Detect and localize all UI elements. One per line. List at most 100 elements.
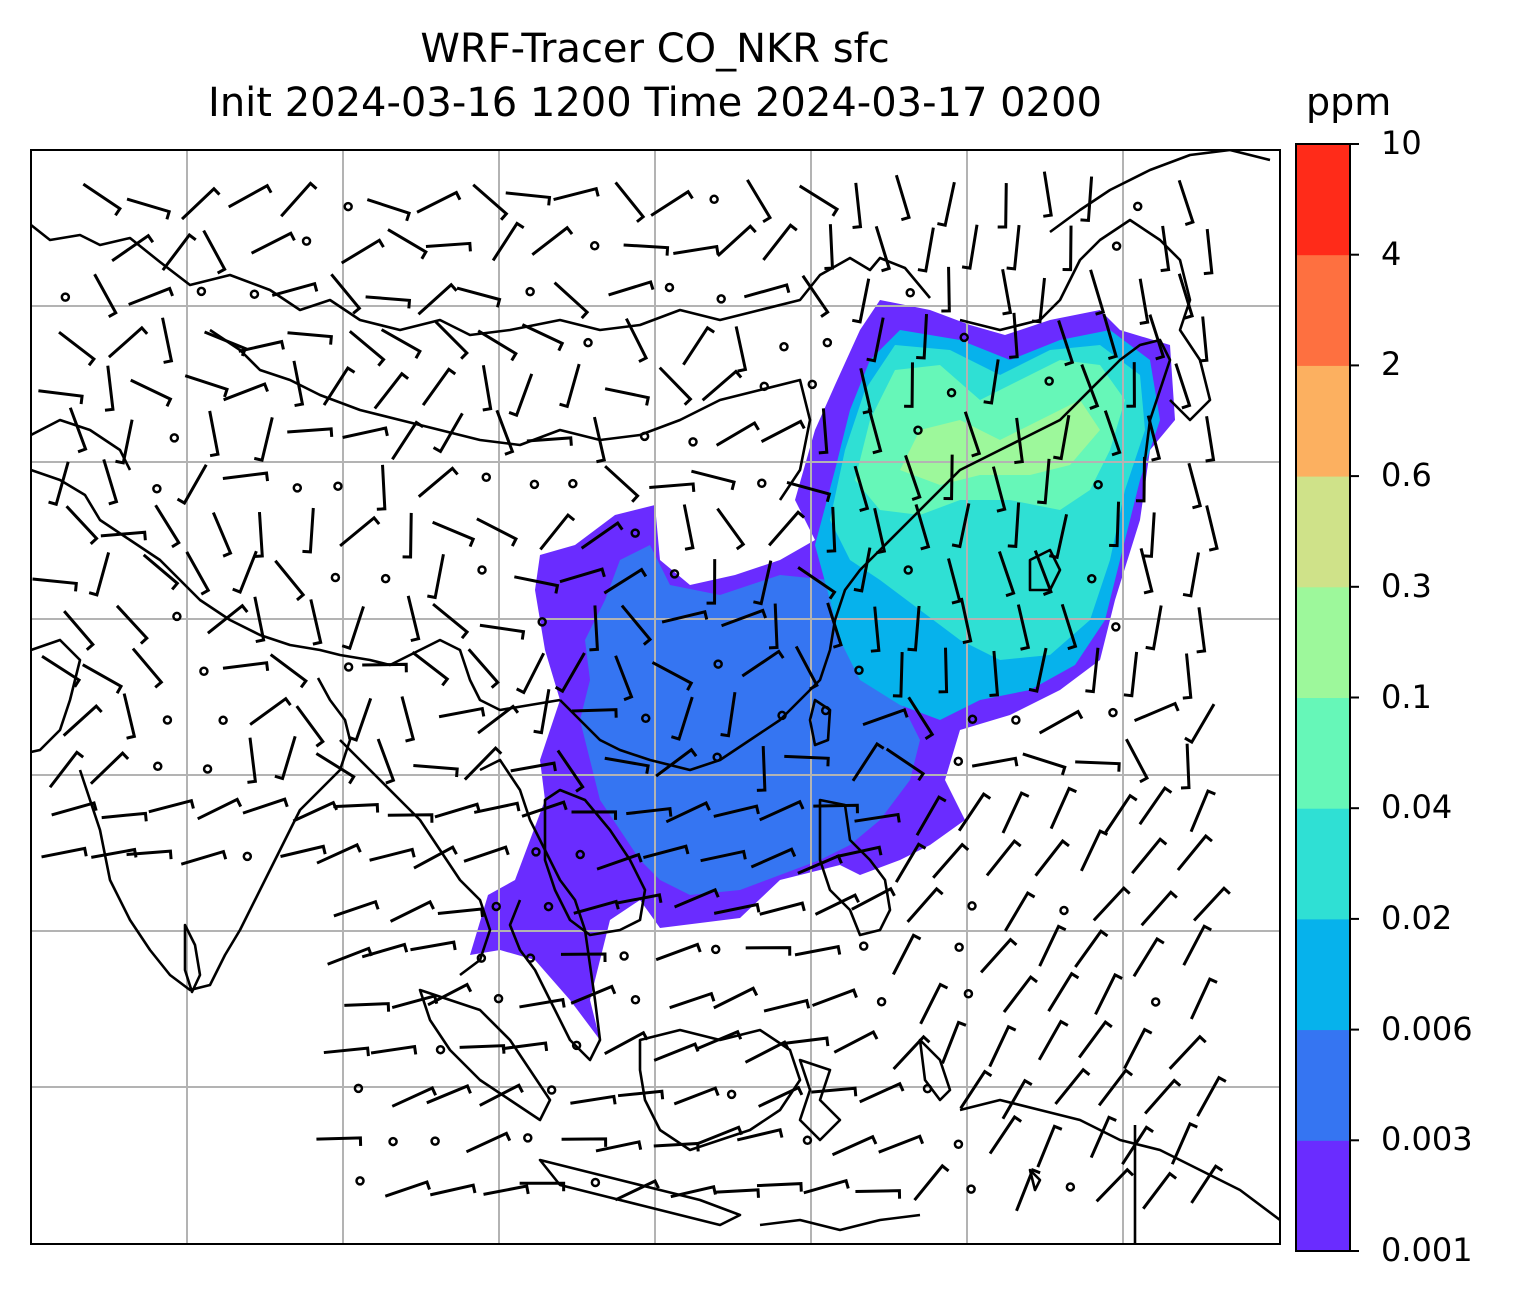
wind-barb: [505, 191, 552, 206]
wind-barb: [783, 1036, 830, 1047]
wind-barb: [434, 320, 469, 360]
wind-barb: [82, 182, 122, 217]
wind-barb: [1104, 793, 1138, 834]
colorbar-band: [1296, 365, 1350, 477]
calm-wind-marker: [712, 752, 722, 762]
wind-barb: [1097, 1068, 1134, 1107]
calm-wind-marker: [922, 1083, 933, 1094]
colorbar-band: [1296, 918, 1350, 1031]
calm-wind-marker: [388, 1136, 398, 1147]
wind-barb: [1057, 320, 1075, 367]
wind-barb: [701, 369, 743, 402]
wind-barb: [32, 577, 78, 592]
wind-barb: [997, 550, 1016, 598]
wind-barb: [559, 363, 581, 409]
wind-barb: [302, 507, 315, 554]
calm-wind-marker: [1111, 241, 1122, 251]
wind-barbs: [32, 171, 1231, 1212]
wind-barb: [831, 1134, 878, 1157]
wind-barb: [989, 650, 1000, 698]
wind-barb: [985, 838, 1022, 877]
wind-barb: [963, 411, 982, 458]
wind-barb: [1002, 974, 1038, 1013]
wind-barb: [957, 792, 992, 832]
calm-wind-marker: [905, 288, 915, 298]
colorbar-tick-label: 0.3: [1381, 566, 1432, 605]
wind-barb: [741, 649, 785, 678]
wind-barb: [866, 317, 885, 363]
wind-barb: [380, 328, 422, 360]
wind-barb: [1037, 1019, 1069, 1061]
wind-barb: [713, 986, 759, 1010]
wind-barb: [801, 274, 830, 318]
wind-barb: [413, 845, 458, 870]
calm-wind-marker: [716, 294, 726, 304]
wind-barb: [835, 845, 883, 859]
calm-wind-marker: [953, 756, 964, 767]
calm-wind-marker: [529, 479, 540, 490]
wind-barb: [427, 982, 473, 1007]
wind-barb: [526, 436, 573, 446]
calm-wind-marker: [60, 292, 71, 302]
wind-barb: [859, 1081, 905, 1104]
calm-wind-marker: [709, 194, 719, 205]
wind-barb: [811, 1086, 858, 1097]
wind-barb: [206, 603, 249, 635]
wind-barb: [1042, 171, 1053, 218]
wind-barb: [1085, 647, 1100, 694]
wind-barb: [81, 663, 124, 695]
wind-barb: [894, 174, 911, 222]
wind-barb: [697, 1125, 743, 1145]
wind-barb: [1036, 1124, 1063, 1168]
wind-barb: [247, 737, 258, 784]
calm-wind-marker: [967, 714, 978, 724]
wind-barb: [249, 696, 292, 726]
wind-barb: [983, 359, 1000, 405]
wind-barb: [514, 575, 560, 594]
calm-wind-marker: [802, 1135, 813, 1146]
wind-barb: [495, 409, 515, 456]
wind-barb: [38, 389, 84, 405]
wind-barb: [713, 902, 761, 915]
wind-barb: [673, 1086, 720, 1106]
wind-barb: [463, 745, 503, 781]
wind-barb: [1174, 363, 1192, 410]
wind-barb: [682, 325, 716, 366]
wind-barb: [148, 798, 195, 814]
calm-wind-marker: [491, 901, 501, 912]
wind-barb: [914, 504, 931, 551]
colorbar-band: [1296, 144, 1350, 256]
wind-barb: [916, 313, 929, 360]
wind-barb: [287, 427, 334, 437]
wind-barb: [68, 407, 88, 454]
wind-barb: [100, 530, 147, 541]
calm-wind-marker: [1093, 479, 1103, 490]
wind-barb: [614, 1178, 660, 1202]
colorbar-tick-label: 4: [1381, 234, 1402, 273]
wind-barb: [309, 599, 323, 646]
wind-barb: [811, 988, 858, 1007]
wind-barb: [515, 652, 546, 695]
wind-barb: [1177, 273, 1195, 320]
wind-barb: [753, 560, 773, 606]
wind-barb: [661, 609, 709, 624]
wind-barb: [361, 942, 409, 959]
wind-barb: [432, 602, 470, 640]
wind-barb: [253, 417, 274, 462]
wind-barb: [366, 198, 412, 222]
colorbar-unit: ppm: [1306, 80, 1392, 124]
wind-barb: [700, 849, 747, 863]
wind-barb: [1054, 1067, 1091, 1105]
wind-barb: [988, 1114, 1023, 1155]
calm-wind-marker: [820, 705, 831, 716]
wind-barb: [387, 813, 434, 823]
wind-barb: [101, 811, 148, 822]
wind-barb: [919, 982, 949, 1025]
wind-barb: [521, 800, 568, 818]
wind-barb: [1180, 743, 1191, 790]
wind-barb: [720, 691, 737, 738]
wind-barb: [369, 847, 416, 862]
wind-barb: [959, 597, 973, 645]
wind-barb: [878, 1134, 925, 1154]
wind-barb: [1007, 502, 1021, 549]
